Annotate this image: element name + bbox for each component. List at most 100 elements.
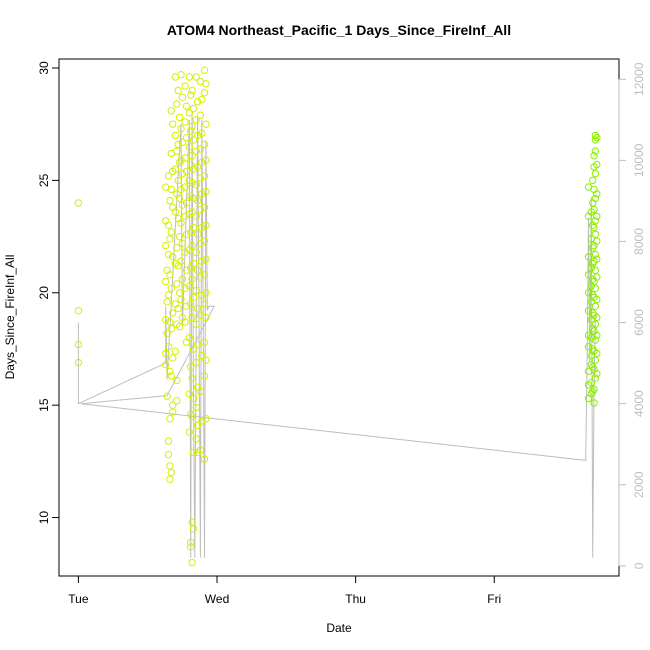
data-point [196, 388, 205, 396]
data-point [188, 412, 196, 421]
data-point [584, 307, 593, 315]
data-point [591, 266, 600, 274]
data-point [200, 140, 209, 149]
data-point [192, 248, 200, 257]
x-tick-label: Tue [68, 592, 89, 606]
data-point [189, 223, 198, 232]
x-axis: Tue Wed Thu Fri [68, 575, 501, 606]
data-point [591, 250, 600, 259]
data-point [177, 219, 185, 227]
data-point [162, 277, 170, 286]
data-point [593, 134, 601, 142]
data-point [200, 203, 209, 212]
data-point [189, 293, 198, 301]
chart-title: ATOM4 Northeast_Pacific_1 Days_Since_Fir… [167, 22, 511, 38]
data-point [178, 93, 187, 101]
data-point [192, 212, 200, 221]
data-point [591, 302, 600, 310]
data-point [187, 538, 195, 546]
data-point [175, 289, 184, 297]
data-point [188, 313, 196, 322]
data-point [188, 208, 196, 216]
data-point [189, 136, 198, 144]
data-point [178, 239, 187, 248]
data-point [196, 145, 205, 153]
data-point [591, 374, 600, 382]
data-point [74, 340, 83, 349]
data-point [167, 185, 176, 194]
data-point [181, 183, 189, 191]
secondary-y-tick-label: 8000 [632, 228, 646, 255]
data-point [196, 239, 205, 248]
data-point [591, 320, 600, 328]
data-point [189, 259, 198, 268]
data-point [188, 241, 196, 250]
data-point [178, 201, 187, 209]
data-point [591, 336, 600, 344]
data-point [196, 205, 205, 214]
data-point [162, 316, 170, 324]
data-point [164, 250, 173, 259]
data-point [196, 273, 205, 281]
data-point [202, 156, 210, 164]
data-point [185, 73, 194, 81]
data-point [593, 212, 601, 221]
data-point [182, 134, 191, 142]
data-point [584, 343, 593, 351]
data-point [192, 435, 200, 443]
data-point [202, 255, 210, 263]
data-point [178, 138, 187, 146]
data-point [200, 89, 209, 97]
data-point [182, 167, 191, 176]
data-point [593, 160, 601, 169]
data-point [198, 190, 206, 198]
data-point [181, 284, 189, 292]
data-point [167, 284, 176, 292]
secondary-y-tick-label: 0 [632, 562, 646, 569]
data-point [193, 131, 202, 140]
data-point [591, 194, 600, 203]
data-point [175, 113, 184, 122]
data-point [173, 280, 181, 288]
data-point [188, 558, 196, 567]
data-point [177, 71, 185, 79]
data-point [173, 397, 181, 405]
data-point [173, 147, 181, 155]
data-point [593, 273, 601, 281]
data-point [198, 158, 206, 167]
data-point [181, 212, 189, 221]
data-point [202, 356, 210, 364]
data-point [167, 325, 176, 333]
data-point [202, 289, 210, 297]
data-point [593, 295, 601, 304]
data-point [182, 266, 191, 274]
x-tick-label: Fri [487, 592, 501, 606]
data-point [171, 165, 180, 173]
data-point [162, 361, 170, 369]
data-point [584, 271, 593, 279]
data-point [163, 392, 171, 400]
data-point [171, 131, 180, 140]
secondary-y-tick-label: 12000 [632, 62, 646, 96]
secondary-y-tick-label: 6000 [632, 309, 646, 336]
data-point [181, 318, 189, 326]
data-point [192, 286, 200, 295]
data-point [181, 154, 189, 162]
x-tick-label: Wed [205, 592, 229, 606]
data-point [164, 450, 173, 459]
data-point [189, 448, 198, 457]
data-point [198, 129, 206, 137]
data-point [193, 98, 202, 106]
data-point [200, 455, 209, 463]
data-point [193, 163, 202, 171]
data-point [189, 165, 198, 173]
plot-area-border [58, 58, 620, 577]
data-point [193, 340, 202, 349]
data-point [188, 86, 196, 95]
data-point [169, 309, 177, 317]
data-point [591, 217, 600, 225]
data-point [590, 399, 598, 407]
data-point [593, 190, 601, 198]
data-point [189, 525, 198, 533]
